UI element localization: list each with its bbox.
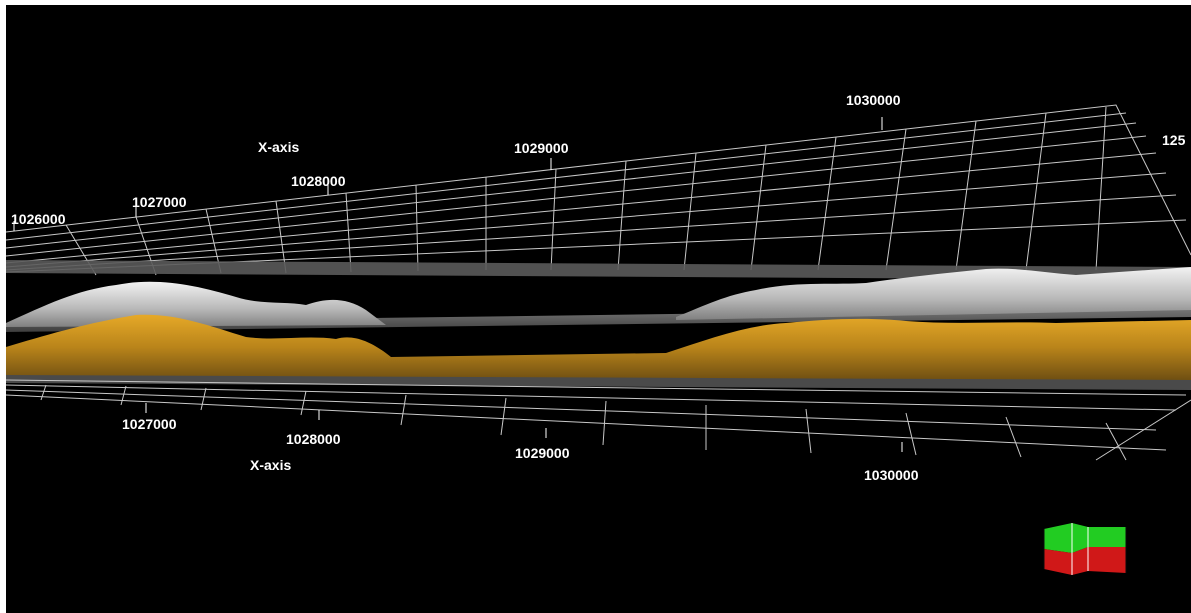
top-tick-label: 1027000: [132, 194, 187, 210]
bottom-tick-label: 1028000: [286, 431, 341, 447]
scene-canvas[interactable]: X-axis 1026000 1027000 1028000 1029000 1…: [6, 5, 1191, 613]
top-tick-label: 1030000: [846, 92, 901, 108]
top-tick-label: 1028000: [291, 173, 346, 189]
bottom-grid-plane: [6, 379, 1191, 461]
lower-surface: [6, 314, 1191, 380]
bottom-tick-label: 1029000: [515, 445, 570, 461]
top-tick-label: 1026000: [11, 211, 66, 227]
orientation-cube-icon[interactable]: [1042, 515, 1132, 577]
bottom-axis-ticks: [145, 403, 903, 452]
bottom-tick-label: 1027000: [122, 416, 177, 432]
3d-viewport[interactable]: X-axis 1026000 1027000 1028000 1029000 1…: [6, 5, 1191, 613]
top-tick-label: 1029000: [514, 140, 569, 156]
bottom-tick-label: 1030000: [864, 467, 919, 483]
top-grid-plane: [6, 104, 1191, 276]
upper-surface: [6, 267, 1191, 327]
top-axis-ticks: [13, 117, 883, 231]
y-tick-label-partial: 125: [1162, 132, 1186, 148]
bottom-axis-title: X-axis: [250, 457, 291, 473]
top-axis-title: X-axis: [258, 139, 299, 155]
